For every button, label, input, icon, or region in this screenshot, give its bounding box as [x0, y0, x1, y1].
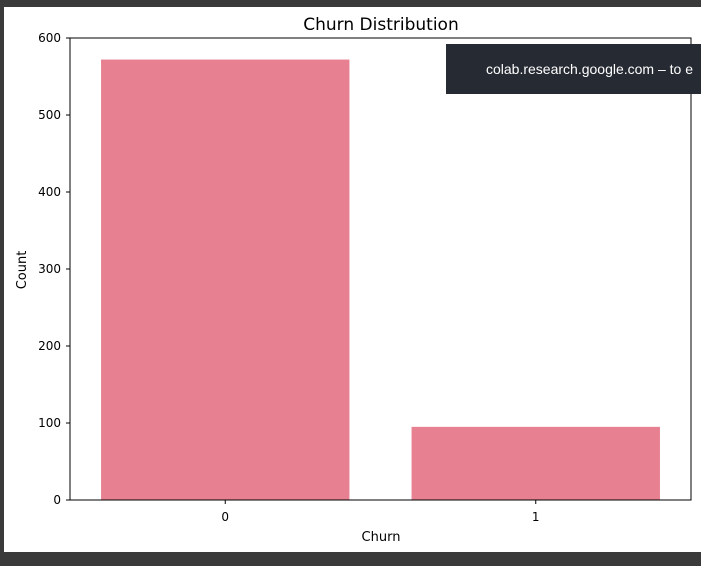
y-tick-label-300: 300 — [38, 262, 61, 276]
toast-text: colab.research.google.com – to e — [486, 61, 694, 77]
y-tick-label-500: 500 — [38, 108, 61, 122]
y-tick-label-100: 100 — [38, 416, 61, 430]
y-tick-label-0: 0 — [53, 493, 61, 507]
chart-title: Churn Distribution — [303, 15, 458, 35]
y-tick-label-200: 200 — [38, 339, 61, 353]
x-tick-label-1: 1 — [532, 510, 540, 524]
axes-frame — [69, 37, 692, 501]
bar-0 — [101, 59, 350, 501]
y-tick-label-400: 400 — [38, 185, 61, 199]
bar-1 — [411, 426, 660, 500]
x-axis-label: Churn — [362, 530, 401, 545]
y-axis-label: Count — [15, 251, 30, 290]
x-tick-label-0: 0 — [221, 510, 229, 524]
y-tick-label-600: 600 — [38, 31, 61, 45]
fullscreen-notification-toast: colab.research.google.com – to e — [446, 44, 701, 94]
plot-area: 0 1 0 100 200 300 400 500 600 — [38, 31, 692, 524]
